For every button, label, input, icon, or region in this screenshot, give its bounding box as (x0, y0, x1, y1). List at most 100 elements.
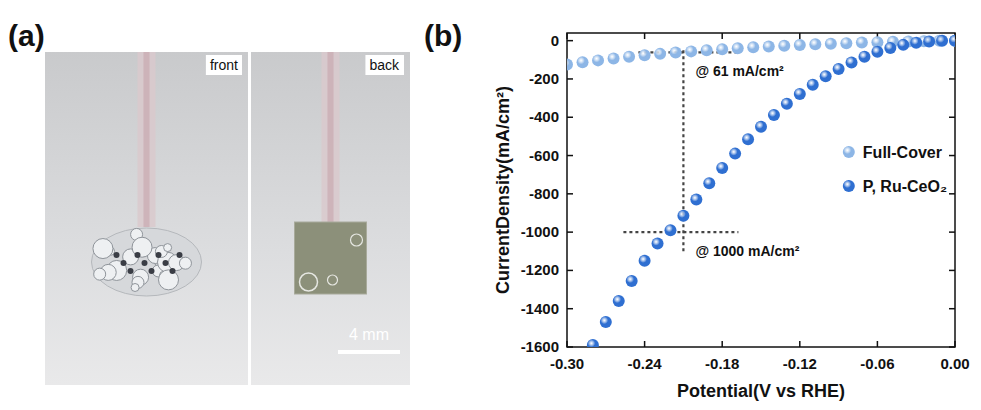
data-point (623, 51, 635, 63)
x-tick (721, 341, 723, 347)
annotation: @ 1000 mA/cm² (695, 243, 799, 259)
data-point (747, 41, 759, 53)
annotation: @ 61 mA/cm² (695, 63, 784, 79)
y-tick-label: -1400 (521, 300, 559, 317)
dark-spot (170, 268, 176, 274)
x-axis-title: Potential(V vs RHE) (677, 381, 845, 401)
bubble (93, 239, 113, 259)
x-tick-top (721, 33, 723, 39)
data-point (626, 275, 638, 287)
dark-spot (177, 252, 183, 258)
x-tick (644, 341, 646, 347)
y-tick (567, 116, 573, 118)
dark-spot (128, 268, 134, 274)
data-point (763, 41, 775, 53)
y-tick-label: -1600 (521, 338, 559, 355)
y-tick (567, 78, 573, 80)
dark-spot (163, 260, 169, 266)
data-group (567, 35, 955, 347)
data-point (781, 98, 793, 110)
y-tick (567, 193, 573, 195)
legend-marker (843, 146, 855, 158)
bubble (351, 234, 363, 246)
data-point (949, 35, 955, 47)
data-point (923, 35, 935, 47)
electrode (295, 222, 367, 294)
y-tick (567, 231, 573, 233)
y-tick-right (949, 155, 955, 157)
y-tick-label: 0 (551, 32, 559, 49)
x-tick-label: -0.06 (860, 355, 894, 372)
data-point (809, 38, 821, 50)
electrode (92, 228, 202, 296)
data-point (794, 39, 806, 51)
data-point (871, 46, 883, 58)
photo (251, 52, 410, 385)
data-point (670, 47, 682, 59)
wire-core (328, 52, 334, 227)
data-point (587, 339, 599, 347)
wire (138, 52, 156, 227)
data-point (936, 35, 948, 47)
panel-letter: (b) (424, 19, 462, 52)
photo-background (45, 52, 248, 385)
bubble (300, 273, 318, 291)
data-point (577, 56, 589, 68)
data-point (639, 255, 651, 267)
y-tick-right (949, 193, 955, 195)
data-point (778, 40, 790, 52)
data-point (820, 70, 832, 82)
data-point (685, 45, 697, 57)
data-point (677, 210, 689, 222)
x-tick-label: -0.30 (550, 355, 584, 372)
data-point (807, 79, 819, 91)
bubble (164, 244, 172, 252)
guide-horizontal (623, 231, 738, 233)
data-point (949, 35, 955, 47)
dark-spot (156, 252, 162, 258)
dark-spot (149, 268, 155, 274)
data-point (652, 238, 664, 250)
y-tick-label: -200 (529, 70, 559, 87)
y-tick (567, 270, 573, 272)
x-tick-label: 0.00 (940, 355, 969, 372)
data-point (825, 38, 837, 50)
bubble (328, 275, 338, 285)
dark-spot (142, 260, 148, 266)
data-point (592, 54, 604, 66)
y-tick-label: -1000 (521, 223, 559, 240)
data-point (716, 43, 728, 55)
x-tick-label: -0.18 (705, 355, 739, 372)
y-tick (567, 308, 573, 310)
y-tick-label: -800 (529, 185, 559, 202)
x-tick-label: -0.24 (627, 355, 662, 372)
dark-spot (121, 260, 127, 266)
photo (45, 52, 248, 385)
data-point (664, 224, 676, 236)
y-tick-label: -1200 (521, 261, 559, 278)
x-tick (877, 341, 879, 347)
dark-spot (114, 252, 120, 258)
data-point (755, 121, 767, 133)
scale-bar (338, 350, 400, 354)
guide-vertical (682, 50, 684, 254)
data-point (600, 316, 612, 328)
legend-label: Full-Cover (863, 144, 942, 161)
data-point (897, 39, 909, 51)
data-point (567, 59, 573, 71)
legend: Full-CoverP, Ru-CeO₂ (843, 144, 947, 195)
bubble (179, 257, 191, 269)
y-tick-label: -600 (529, 147, 559, 164)
y-tick-right (949, 231, 955, 233)
data-point (639, 49, 651, 61)
data-point (884, 42, 896, 54)
data-point (729, 148, 741, 160)
wire-core (144, 52, 150, 227)
bubble (94, 268, 106, 280)
data-point (846, 56, 858, 68)
plot-frame (567, 33, 955, 347)
data-point (742, 133, 754, 145)
bubble (131, 283, 139, 291)
y-tick-right (949, 270, 955, 272)
legend-marker (843, 180, 855, 192)
